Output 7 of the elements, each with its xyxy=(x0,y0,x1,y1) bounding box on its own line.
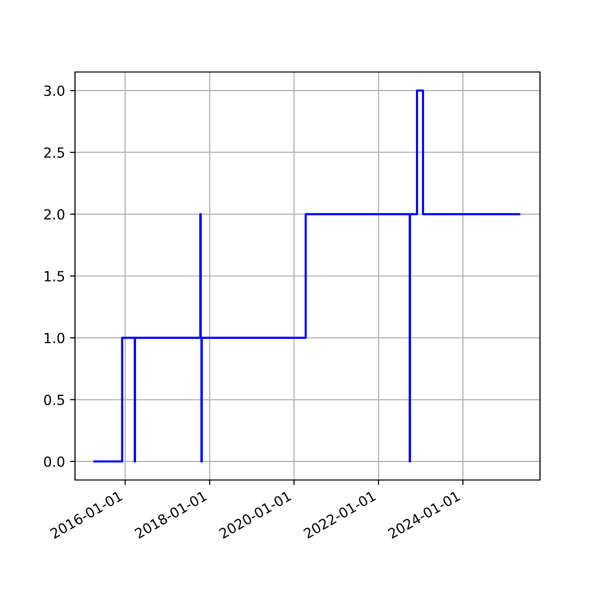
y-tick-label: 0.0 xyxy=(44,456,64,467)
y-tick-label: 1.0 xyxy=(44,332,64,344)
y-tick-label: 0.5 xyxy=(44,394,64,406)
y-tick-label: 1.5 xyxy=(44,271,64,282)
y-tick-label: 2.5 xyxy=(44,147,64,158)
y-tick-label: 3.0 xyxy=(44,86,64,96)
y-tick-label: 2.0 xyxy=(44,209,64,220)
